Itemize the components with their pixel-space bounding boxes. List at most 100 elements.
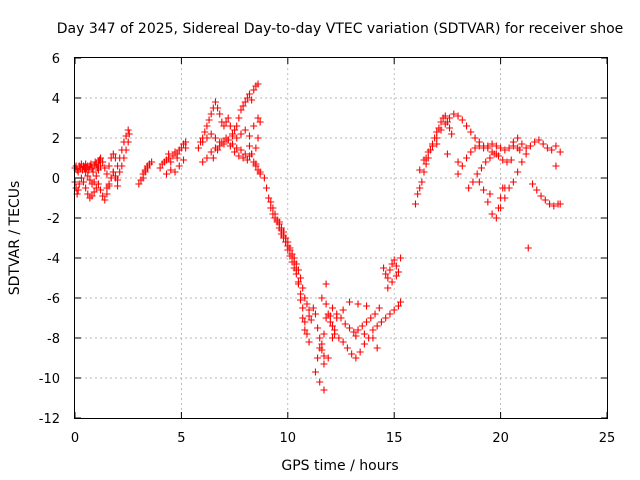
data-point [320,386,328,394]
data-point [384,274,392,282]
data-point [250,86,258,94]
data-point [465,184,473,192]
y-tick-labels: -12 -10 -8 -6 -4 -2 0 2 4 6 [39,52,60,427]
data-point [182,144,190,152]
data-point [226,142,234,150]
data-point [233,122,241,130]
data-point [116,168,124,176]
chart-title: Day 347 of 2025, Sidereal Day-to-day VTE… [57,21,624,37]
data-point [301,294,309,302]
data-point [382,314,390,322]
data-point [394,268,402,276]
data-point [248,150,256,158]
data-point [250,122,258,130]
data-point [241,150,249,158]
data-point [382,270,390,278]
data-point [114,182,122,190]
data-point [163,170,171,178]
data-point [422,154,430,162]
data-point [394,302,402,310]
data-point [320,330,328,338]
data-point [494,204,502,212]
data-point [301,318,309,326]
y-axis-title: SDTVAR / TECUs [7,181,23,296]
data-point [226,122,234,130]
data-point [124,138,132,146]
data-point [475,142,483,150]
data-point [422,160,430,168]
data-point [443,150,451,158]
data-point [486,154,494,162]
data-point [467,148,475,156]
data-point [322,300,330,308]
data-point [373,322,381,330]
data-point [533,186,541,194]
data-point [328,304,336,312]
data-point [245,142,253,150]
data-point [543,144,551,152]
data-point [103,184,111,192]
data-point [324,354,332,362]
data-point [414,190,422,198]
x-tick-label: 0 [71,431,79,446]
data-point [356,348,364,356]
data-point [469,178,477,186]
data-point [318,346,326,354]
data-point [305,306,313,314]
data-point [471,144,479,152]
data-point [503,158,511,166]
data-point [207,148,215,156]
data-point [194,144,202,152]
data-point [307,316,315,324]
data-point [92,184,100,192]
data-point [516,146,524,154]
data-point [252,162,260,170]
data-point [397,254,405,262]
data-point [211,134,219,142]
data-point [237,130,245,138]
data-point [380,264,388,272]
data-point [305,338,313,346]
data-point [314,324,322,332]
data-point [239,154,247,162]
data-point [309,304,317,312]
data-point [284,246,292,254]
data-point [241,126,249,134]
data-point [420,168,428,176]
data-point [105,162,113,170]
data-point [509,178,517,186]
data-point [75,180,83,188]
data-point [254,134,262,142]
y-tick-label: 4 [52,92,60,107]
data-point [80,178,88,186]
data-point [92,172,100,180]
data-point [245,132,253,140]
data-point [524,244,532,252]
data-point [509,138,517,146]
data-point [388,278,396,286]
data-point [343,344,351,352]
data-point [546,200,554,208]
y-tick-label: -2 [47,212,60,227]
data-point [514,168,522,176]
data-point [303,330,311,338]
data-point [441,120,449,128]
data-point [101,196,109,204]
data-point [222,134,230,142]
data-point [335,334,343,342]
data-point [180,156,188,164]
data-point [433,128,441,136]
data-point [84,190,92,198]
data-point [529,180,537,188]
data-point [122,146,130,154]
data-point [84,172,92,180]
data-point [311,310,319,318]
data-point [424,148,432,156]
data-point [235,152,243,160]
data-point [299,284,307,292]
data-point [350,328,358,336]
data-point [231,126,239,134]
data-point [441,112,449,120]
data-point [214,146,222,154]
data-point [526,142,534,150]
